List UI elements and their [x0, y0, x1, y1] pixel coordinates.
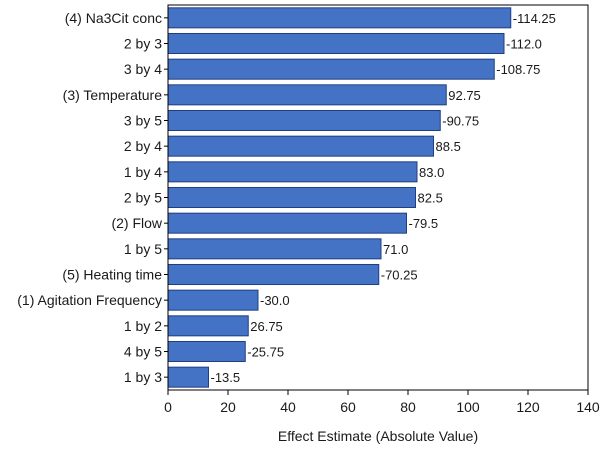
value-labels-layer: -114.25 -112.0 -108.75 92.75 -90.75 88.5 83.0 8…: [211, 11, 556, 385]
value-label: -112.0: [506, 37, 542, 52]
bar: [167, 109, 441, 132]
value-label: -70.25: [381, 268, 418, 283]
x-tick-label: 0: [164, 399, 172, 415]
category-label: 4 by 5: [124, 344, 162, 360]
value-label: -25.75: [247, 345, 284, 360]
value-label: 71.0: [383, 242, 408, 257]
x-tick-label: 140: [576, 399, 600, 415]
value-label: -108.75: [496, 62, 540, 77]
x-tick-label: 40: [280, 399, 296, 415]
category-label: (4) Na3Cit conc: [65, 10, 162, 26]
category-label: 3 by 4: [124, 61, 162, 77]
category-label: 2 by 4: [124, 138, 162, 154]
bar: [167, 161, 418, 183]
bar: [167, 186, 416, 209]
bar: [167, 340, 246, 363]
category-labels-layer: (4) Na3Cit conc 2 by 3 3 by 4 (3) Temperatu…: [17, 10, 163, 385]
value-label: 88.5: [436, 139, 461, 154]
category-label: (5) Heating time: [62, 267, 162, 283]
bar: [167, 84, 447, 106]
value-label: 82.5: [418, 191, 443, 206]
axes-layer: 0 20 40 60 80 100 120 140: [164, 4, 600, 415]
value-label: 26.75: [250, 319, 283, 334]
value-label: -79.5: [409, 216, 439, 231]
x-tick-label: 20: [220, 399, 236, 415]
bar: [167, 58, 495, 80]
bar: [167, 212, 407, 234]
bar: [167, 238, 382, 260]
x-tick-label: 100: [456, 399, 480, 415]
category-label: 2 by 5: [124, 190, 162, 206]
x-tick-label: 60: [340, 399, 356, 415]
value-label: -13.5: [211, 370, 241, 385]
x-tick-label: 120: [516, 399, 540, 415]
plot-frame: [167, 4, 589, 391]
category-label: (1) Agitation Frequency: [17, 292, 162, 308]
category-label: 1 by 3: [124, 369, 162, 385]
category-label: 3 by 5: [124, 113, 162, 129]
x-tick-label: 80: [400, 399, 416, 415]
category-label: 1 by 4: [124, 164, 162, 180]
value-label: 83.0: [419, 165, 444, 180]
value-label: -90.75: [442, 114, 479, 129]
bar: [167, 289, 259, 311]
bar: [167, 315, 249, 337]
category-label: 2 by 3: [124, 36, 162, 52]
category-label: (2) Flow: [111, 215, 162, 231]
bars-layer: [167, 7, 512, 388]
category-label: 1 by 2: [124, 318, 162, 334]
value-label: 92.75: [448, 88, 481, 103]
bar: [167, 32, 505, 55]
x-axis-label: Effect Estimate (Absolute Value): [278, 428, 478, 444]
value-label: -114.25: [513, 11, 556, 26]
bar: [167, 7, 512, 29]
category-label: (3) Temperature: [63, 87, 163, 103]
bar: [167, 263, 380, 286]
bar: [167, 366, 209, 388]
category-label: 1 by 5: [124, 241, 162, 257]
value-label: -30.0: [260, 293, 290, 308]
bar: [167, 135, 434, 157]
